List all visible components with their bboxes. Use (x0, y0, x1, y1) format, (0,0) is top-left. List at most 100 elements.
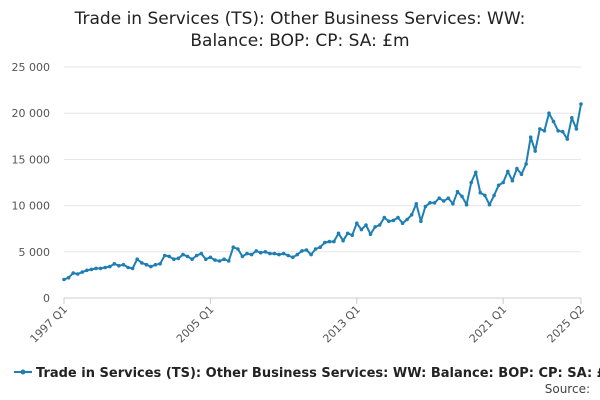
data-point[interactable] (451, 202, 455, 206)
data-point[interactable] (194, 253, 199, 258)
data-point[interactable] (441, 199, 446, 203)
data-point[interactable] (542, 129, 547, 133)
data-point[interactable] (167, 254, 171, 259)
data-point[interactable] (291, 255, 295, 260)
data-point[interactable] (85, 268, 89, 273)
data-point[interactable] (400, 221, 405, 225)
data-point[interactable] (391, 218, 396, 223)
data-point[interactable] (387, 219, 391, 224)
data-point[interactable] (94, 266, 98, 271)
data-point[interactable] (89, 267, 94, 272)
data-point[interactable] (455, 189, 460, 194)
data-point[interactable] (263, 250, 268, 254)
data-point[interactable] (492, 193, 496, 198)
data-point[interactable] (574, 127, 579, 131)
data-point[interactable] (258, 250, 263, 255)
data-point[interactable] (446, 196, 451, 200)
data-point[interactable] (373, 225, 377, 229)
data-point[interactable] (281, 251, 286, 256)
data-point[interactable] (570, 116, 574, 120)
data-point[interactable] (364, 223, 368, 227)
data-point[interactable] (528, 135, 533, 139)
data-point[interactable] (112, 262, 117, 266)
data-point[interactable] (478, 190, 483, 195)
data-point[interactable] (144, 262, 149, 267)
data-point[interactable] (222, 257, 226, 262)
data-point[interactable] (428, 201, 432, 205)
data-point[interactable] (254, 249, 258, 253)
data-point[interactable] (181, 252, 185, 257)
data-point[interactable] (345, 231, 350, 236)
data-point[interactable] (66, 275, 71, 280)
data-point[interactable] (560, 129, 565, 134)
data-point[interactable] (396, 215, 400, 220)
data-point[interactable] (231, 245, 236, 249)
data-point[interactable] (501, 180, 506, 185)
data-point[interactable] (75, 272, 80, 276)
data-point[interactable] (414, 202, 419, 206)
data-point[interactable] (464, 202, 469, 207)
data-point[interactable] (300, 249, 304, 253)
data-point[interactable] (249, 252, 254, 257)
data-point[interactable] (496, 183, 501, 188)
data-point[interactable] (515, 166, 519, 171)
data-point[interactable] (318, 245, 323, 249)
data-point[interactable] (405, 217, 409, 222)
data-point[interactable] (332, 239, 336, 244)
data-point[interactable] (213, 258, 217, 262)
data-point[interactable] (304, 248, 309, 252)
data-point[interactable] (368, 232, 373, 236)
data-point[interactable] (409, 213, 414, 217)
data-point[interactable] (217, 259, 222, 263)
data-point[interactable] (350, 233, 355, 237)
data-point[interactable] (506, 169, 510, 174)
data-point[interactable] (341, 238, 345, 243)
data-point[interactable] (149, 264, 153, 269)
data-point[interactable] (236, 247, 240, 251)
data-point[interactable] (423, 204, 428, 209)
data-point[interactable] (533, 149, 537, 153)
data-point[interactable] (108, 264, 112, 269)
data-point[interactable] (355, 221, 359, 225)
data-point[interactable] (538, 127, 542, 131)
data-point[interactable] (245, 251, 249, 256)
data-point[interactable] (185, 254, 190, 259)
data-point[interactable] (140, 261, 144, 265)
data-point[interactable] (377, 223, 382, 227)
data-point[interactable] (98, 266, 103, 271)
data-point[interactable] (135, 257, 139, 262)
data-point[interactable] (103, 265, 107, 270)
data-point[interactable] (286, 253, 291, 258)
data-point[interactable] (469, 180, 474, 185)
data-point[interactable] (323, 240, 327, 245)
data-point[interactable] (240, 254, 245, 259)
data-point[interactable] (510, 178, 515, 183)
data-point[interactable] (153, 262, 158, 267)
data-point[interactable] (547, 111, 551, 115)
data-point[interactable] (419, 219, 423, 224)
data-point[interactable] (313, 247, 318, 251)
data-point[interactable] (327, 239, 332, 244)
data-point[interactable] (80, 270, 85, 274)
data-point[interactable] (483, 193, 487, 198)
data-point[interactable] (487, 202, 492, 207)
data-point[interactable] (126, 265, 130, 270)
data-point[interactable] (272, 251, 277, 256)
data-point[interactable] (336, 231, 341, 236)
data-point[interactable] (204, 257, 208, 262)
data-point[interactable] (117, 263, 121, 268)
data-point[interactable] (474, 170, 478, 175)
data-point[interactable] (432, 201, 437, 205)
data-point[interactable] (460, 194, 464, 199)
data-point[interactable] (172, 257, 176, 262)
data-point[interactable] (130, 266, 135, 271)
data-point[interactable] (162, 253, 167, 258)
data-point[interactable] (176, 256, 181, 261)
data-point[interactable] (199, 251, 204, 256)
data-point[interactable] (121, 262, 126, 267)
data-point[interactable] (359, 227, 364, 232)
data-point[interactable] (208, 255, 213, 260)
data-point[interactable] (551, 119, 556, 124)
data-point[interactable] (309, 252, 313, 257)
data-point[interactable] (524, 162, 528, 166)
